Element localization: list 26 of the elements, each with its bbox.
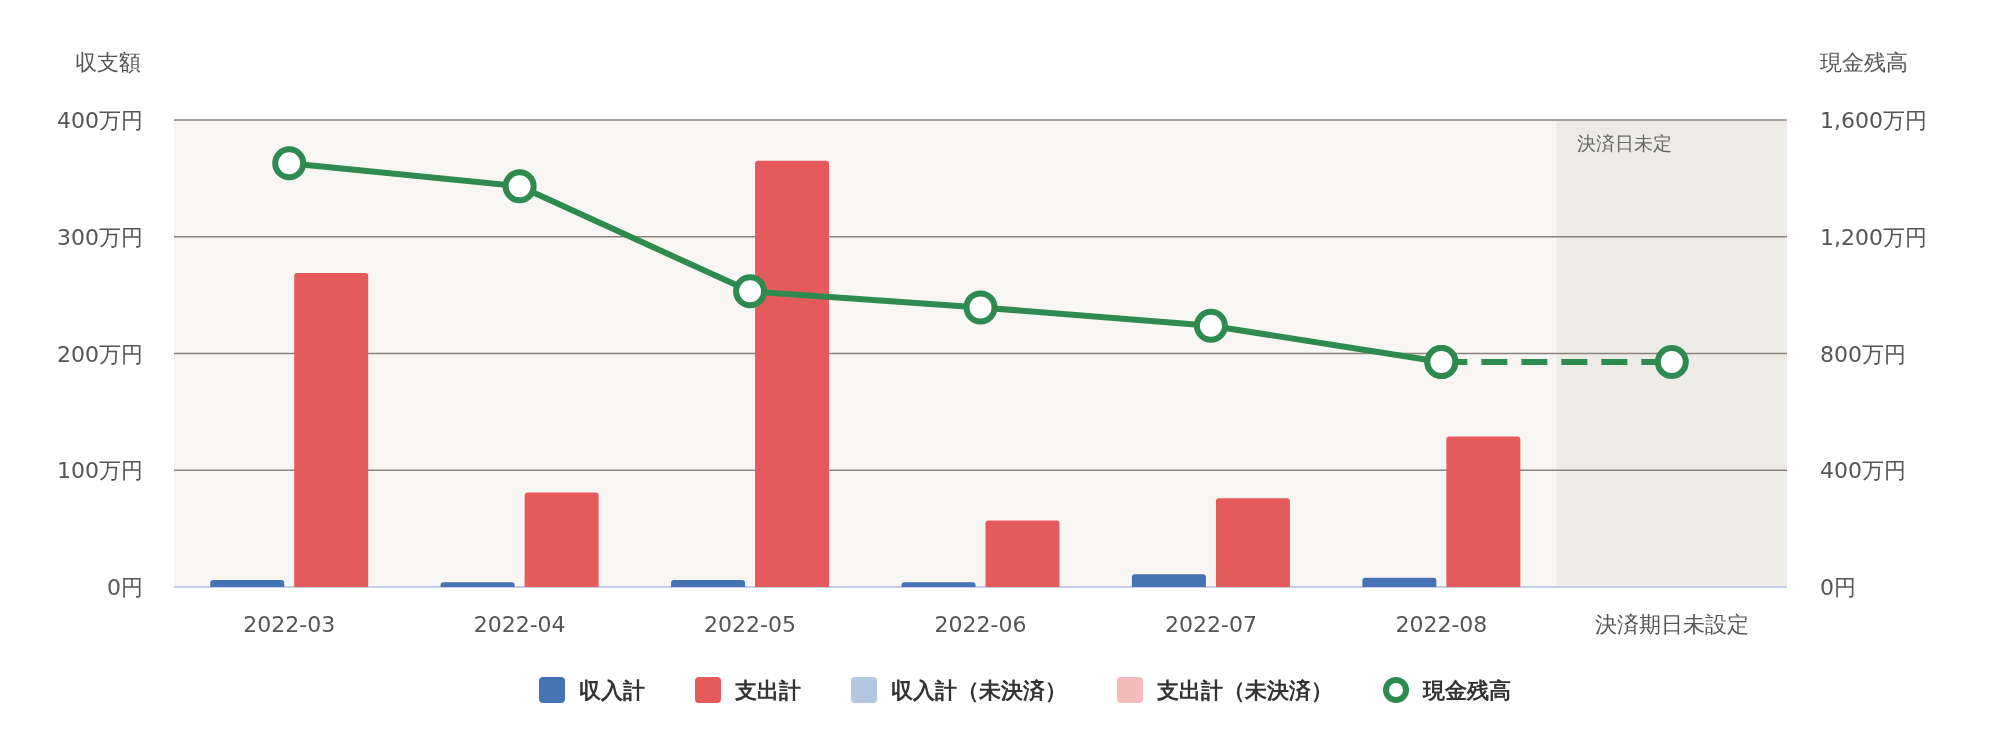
- legend-label: 収入計（未決済）: [891, 678, 1067, 703]
- y-axis-title: 収支額: [75, 50, 141, 75]
- y-tick-label: 200万円: [57, 341, 143, 367]
- y-tick-label: 0円: [107, 575, 143, 600]
- y2-tick-label: 800万円: [1820, 341, 1906, 367]
- x-tick-label: 2022-04: [473, 612, 566, 637]
- y2-tick-label: 1,200万円: [1820, 224, 1927, 250]
- y2-tick-label: 400万円: [1820, 458, 1906, 484]
- x-tick-label: 2022-06: [934, 612, 1027, 637]
- legend-label: 支出計（未決済）: [1156, 678, 1333, 703]
- x-tick-label: 2022-03: [243, 612, 336, 637]
- x-tick-label: 2022-07: [1164, 612, 1257, 637]
- y-tick-label: 300万円: [57, 224, 143, 250]
- y2-tick-label: 0円: [1820, 575, 1856, 600]
- band: 決済日未定: [1556, 120, 1787, 587]
- x-tick-label: 決済期日未設定: [1594, 612, 1749, 637]
- legend-label: 支出計: [734, 678, 801, 703]
- y-tick-label: 400万円: [57, 108, 143, 133]
- y2-axis-title: 現金残高: [1820, 50, 1908, 75]
- legend-label: 現金残高: [1422, 678, 1511, 703]
- x-tick-label: 2022-08: [1395, 612, 1488, 637]
- y-tick-label: 100万円: [57, 458, 143, 484]
- y2-tick-label: 1,600万円: [1820, 108, 1927, 133]
- x-tick-label: 2022-05: [704, 612, 797, 637]
- band-label: 決済日未定: [1576, 132, 1672, 154]
- legend-label: 収入計: [579, 678, 645, 703]
